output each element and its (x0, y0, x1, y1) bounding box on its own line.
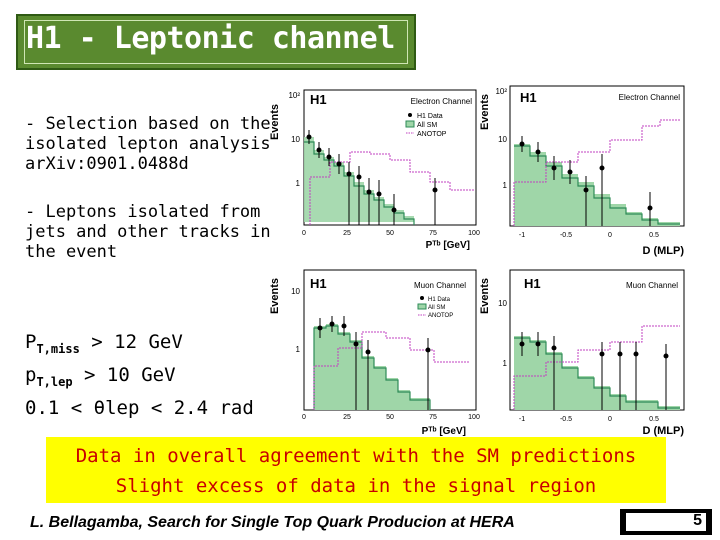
ylabel: Events (270, 278, 281, 314)
xtick: 100 (468, 230, 480, 237)
ytick: 10 (291, 287, 300, 296)
xlabel: Pᵀᵇ [GeV] (422, 426, 466, 437)
xtick: -1 (519, 232, 525, 239)
ytick: 1 (296, 179, 301, 188)
ylabel: Events (480, 278, 491, 314)
plot-muon-mlp: Events 10 1 H1 Muon Channel -1 -0.5 0 0.… (480, 266, 688, 438)
experiment-label: H1 (310, 92, 327, 107)
xtick: -0.5 (560, 232, 572, 239)
xtick: 50 (386, 230, 394, 237)
bullet-selection: - Selection based on the isolated lepton… (25, 114, 271, 174)
xtick: 0.5 (649, 416, 659, 423)
svg-text:H1 Data: H1 Data (428, 297, 451, 303)
xtick: 0 (608, 416, 612, 423)
ylabel: Events (270, 104, 281, 140)
plot-electron-pt: Events 10² 10 1 H1 Electron Channel H1 D… (270, 82, 480, 252)
channel-label: Muon Channel (626, 281, 678, 290)
summary-line-2: Slight excess of data in the signal regi… (115, 475, 597, 497)
footer-text: L. Bellagamba, Search for Single Top Qua… (30, 514, 515, 531)
xlabel: D (MLP) (642, 245, 684, 257)
cuts-list: PT,miss > 12 GeV pT,lep > 10 GeV 0.1 < θ… (25, 329, 254, 421)
channel-label: Muon Channel (414, 281, 466, 290)
plot-muon-pt: Events 10 1 H1 Muon Channel H1 Data All … (270, 266, 480, 438)
experiment-label: H1 (520, 90, 537, 105)
xtick: 75 (429, 414, 437, 421)
channel-label: Electron Channel (619, 93, 681, 102)
ytick: 1 (503, 359, 508, 368)
page-number-box: 5 (620, 509, 712, 535)
xtick: 25 (343, 414, 351, 421)
experiment-label: H1 (310, 276, 327, 291)
xtick: 0.5 (649, 232, 659, 239)
xtick: 75 (429, 230, 437, 237)
title-bar (16, 14, 416, 70)
xlabel: Pᵀᵇ [GeV] (426, 240, 470, 251)
xtick: 0 (302, 230, 306, 237)
ytick: 10² (288, 91, 300, 100)
ytick: 10 (498, 299, 507, 308)
ytick: 1 (296, 345, 301, 354)
channel-label: Electron Channel (411, 97, 473, 106)
xtick: 100 (468, 414, 480, 421)
plot-electron-mlp: Events 10² 10 1 H1 Electron Channel -1 -… (480, 82, 688, 260)
xtick: 0 (302, 414, 306, 421)
slide-title: H1 - Leptonic channel (26, 21, 395, 56)
svg-text:All SM: All SM (417, 122, 437, 129)
bullet-list: - Selection based on the isolated lepton… (25, 114, 275, 290)
bullet-isolation: - Leptons isolated from jets and other t… (25, 202, 271, 262)
xtick: -0.5 (560, 416, 572, 423)
xtick: 0 (608, 232, 612, 239)
svg-text:H1 Data: H1 Data (417, 113, 443, 120)
xlabel: D (MLP) (642, 425, 684, 437)
cut-ptmiss: PT,miss > 12 GeV (25, 331, 183, 356)
ytick: 10 (498, 135, 507, 144)
page-number: 5 (693, 512, 702, 529)
svg-text:ANOTOP: ANOTOP (417, 131, 447, 138)
ytick: 10 (291, 135, 300, 144)
summary-line-1: Data in overall agreement with the SM pr… (75, 445, 637, 467)
svg-text:ANOTOP: ANOTOP (428, 313, 453, 319)
cut-ptlep: pT,lep > 10 GeV (25, 364, 176, 389)
xtick: 25 (343, 230, 351, 237)
ytick: 10² (495, 87, 507, 96)
ytick: 1 (503, 181, 508, 190)
summary-box: Data in overall agreement with the SM pr… (46, 437, 666, 503)
experiment-label: H1 (524, 276, 541, 291)
svg-text:All SM: All SM (428, 305, 445, 311)
cut-theta: 0.1 < θlep < 2.4 rad (25, 397, 254, 419)
xtick: -1 (519, 416, 525, 423)
ylabel: Events (480, 94, 491, 130)
xtick: 50 (386, 414, 394, 421)
